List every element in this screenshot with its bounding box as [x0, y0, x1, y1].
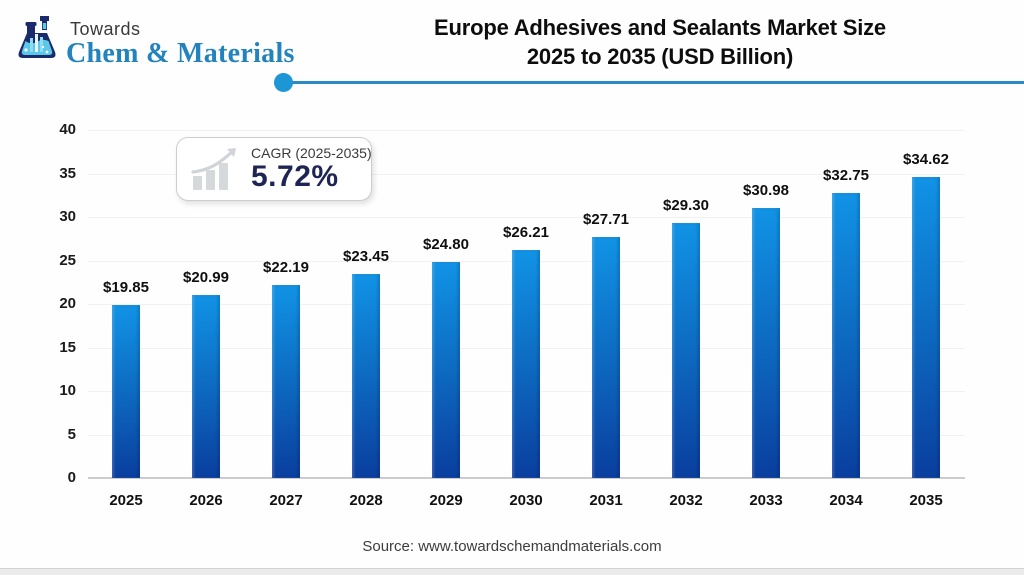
bar-2032 [672, 223, 700, 478]
bar-2028 [352, 274, 380, 478]
bar-value-label-2026: $20.99 [183, 269, 229, 287]
brand-logo: Towards Chem & Materials [14, 14, 295, 68]
bar-value-label-2034: $32.75 [823, 167, 869, 185]
x-tick-label-2031: 2031 [589, 492, 623, 509]
x-tick-label-2030: 2030 [509, 492, 543, 509]
y-tick-label-0: 0 [67, 469, 76, 486]
x-tick-label-2035: 2035 [909, 492, 943, 509]
bar-2027 [272, 284, 300, 478]
bar-chart-plot-area: 0 5 10 15 20 25 30 35 40 $19.85 2025 $20.99 2026 $22.… [59, 121, 965, 509]
gridline-35 [88, 173, 965, 175]
y-tick-label-30: 30 [59, 208, 76, 225]
x-axis-line [88, 477, 965, 479]
bar-value-label-2031: $27.71 [583, 210, 629, 228]
x-tick-label-2032: 2032 [669, 492, 703, 509]
bar-value-label-2027: $22.19 [263, 258, 309, 276]
cagr-value: 5.72% [251, 160, 339, 194]
bar-2025 [112, 305, 140, 478]
bar-2031 [592, 236, 620, 478]
bar-value-label-2028: $23.45 [343, 247, 389, 265]
growth-chart-icon [191, 148, 236, 190]
bar-2026 [192, 295, 220, 478]
bar-value-label-2032: $29.30 [663, 197, 709, 215]
y-tick-label-40: 40 [59, 121, 76, 138]
cagr-label: CAGR (2025-2035) [251, 145, 372, 162]
bar-2035 [912, 176, 940, 478]
y-tick-label-25: 25 [59, 251, 76, 269]
cagr-badge: CAGR (2025-2035) 5.72% [176, 137, 372, 201]
x-tick-label-2034: 2034 [829, 492, 863, 509]
header-divider-line [283, 81, 1024, 84]
x-tick-label-2028: 2028 [349, 492, 383, 509]
bar-value-label-2025: $19.85 [103, 279, 149, 297]
brand-logo-text: Towards Chem & Materials [66, 14, 295, 69]
gridline-30 [88, 217, 965, 218]
header-divider-dot [274, 73, 293, 92]
x-tick-label-2029: 2029 [429, 492, 463, 509]
logo-towards-text: Towards [70, 19, 141, 39]
bar-value-label-2029: $24.80 [423, 236, 469, 254]
x-tick-label-2025: 2025 [109, 492, 143, 509]
chart-title-line-2: 2025 to 2035 (USD Billion) [526, 43, 794, 69]
bar-2033 [752, 208, 780, 478]
gridline-40 [88, 130, 965, 131]
x-tick-label-2026: 2026 [189, 492, 223, 509]
cagr-texts: CAGR (2025-2035) 5.72% [251, 145, 372, 193]
bottom-edge-strip [0, 568, 1024, 575]
x-tick-label-2033: 2033 [749, 492, 783, 509]
flask-icon [18, 16, 56, 58]
x-tick-label-2027: 2027 [269, 492, 303, 509]
source-attribution: Source: www.towardschemandmaterials.com [362, 538, 662, 555]
bar-2030 [512, 249, 540, 478]
y-tick-label-20: 20 [59, 295, 76, 312]
y-tick-label-35: 35 [59, 164, 76, 182]
bar-value-label-2030: $26.21 [503, 223, 549, 241]
bar-2034 [832, 193, 860, 478]
y-tick-label-10: 10 [59, 382, 76, 399]
logo-brand-text: Chem & Materials [66, 37, 295, 69]
bar-value-label-2033: $30.98 [743, 182, 789, 200]
chart-title-line-1: Europe Adhesives and Sealants Market Siz… [434, 15, 886, 40]
chart-title: Europe Adhesives and Sealants Market Siz… [330, 14, 990, 71]
bar-2029 [432, 262, 460, 478]
y-tick-label-5: 5 [67, 425, 76, 443]
y-tick-label-15: 15 [59, 338, 76, 356]
bar-value-label-2035: $34.62 [903, 150, 949, 168]
